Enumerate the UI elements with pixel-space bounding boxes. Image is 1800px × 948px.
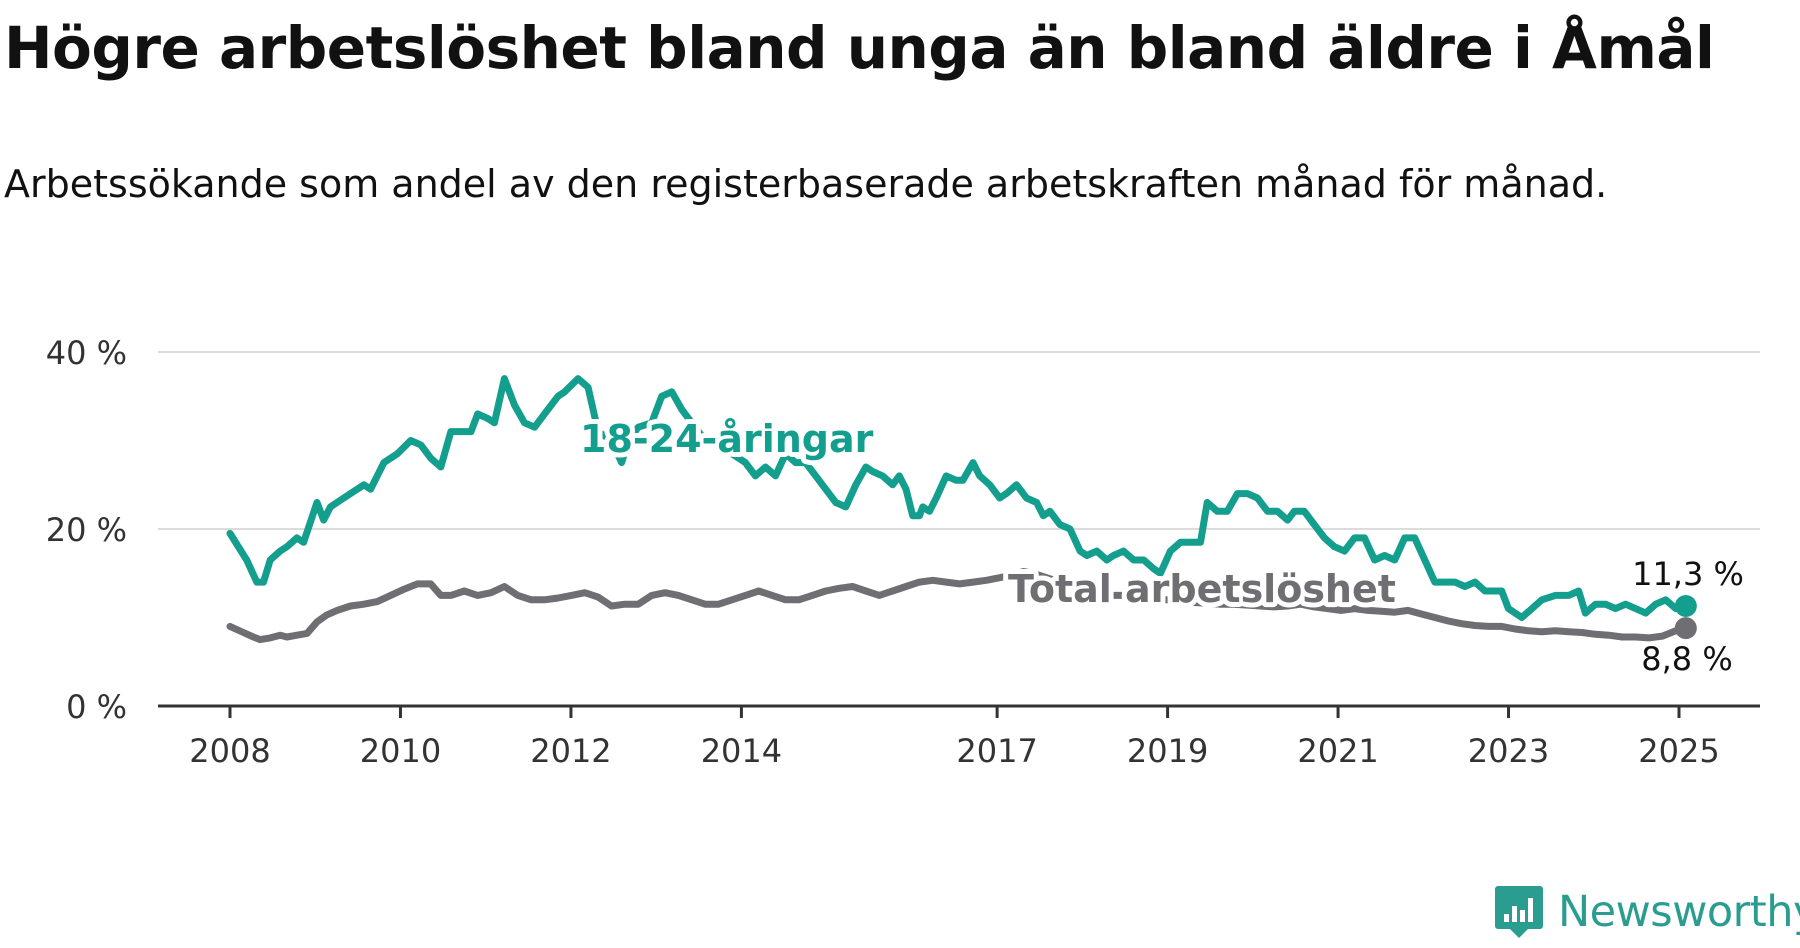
y-tick-label: 40 % <box>46 334 127 372</box>
series-line-youth <box>226 375 1690 621</box>
series-line-total <box>226 568 1690 644</box>
end-point-youth <box>1674 594 1697 617</box>
x-tick-label: 2010 <box>360 732 441 770</box>
end-point-total <box>1674 617 1697 640</box>
newsworthy-logo-icon <box>1495 886 1543 938</box>
x-axis: 2008 2010 2012 2014 2017 2019 2021 2023 2025 <box>158 704 1760 770</box>
gridlines <box>158 351 1760 530</box>
y-tick-label: 20 % <box>46 511 127 549</box>
x-tick-label: 2012 <box>530 732 611 770</box>
series-label-total: Total arbetslöshet <box>1008 567 1396 611</box>
x-tick-label: 2023 <box>1468 732 1549 770</box>
x-tick-label: 2021 <box>1297 732 1378 770</box>
chart-subtitle: Arbetssökande som andel av den registerb… <box>4 162 1608 206</box>
end-label-youth: 11,3 % <box>1632 555 1744 593</box>
chart-title: Högre arbetslöshet bland unga än bland ä… <box>4 14 1715 82</box>
x-tick-label: 2008 <box>189 732 270 770</box>
y-axis-ticks: 0 % 20 % 40 % <box>46 334 127 726</box>
brand-name: Newsworthy <box>1558 887 1800 937</box>
series-label-youth: 18-24-åringar <box>580 417 874 461</box>
y-tick-label: 0 % <box>66 688 127 726</box>
end-label-total: 8,8 % <box>1641 640 1732 678</box>
x-tick-label: 2017 <box>956 732 1037 770</box>
x-tick-label: 2014 <box>701 732 782 770</box>
x-tick-label: 2019 <box>1127 732 1208 770</box>
series-lines <box>226 375 1697 644</box>
x-tick-label: 2025 <box>1638 732 1719 770</box>
series-labels: 18-24-åringar Total arbetslöshet 11,3 % 8,8… <box>575 412 1747 681</box>
newsworthy-brand[interactable]: Newsworthy <box>1494 884 1800 940</box>
